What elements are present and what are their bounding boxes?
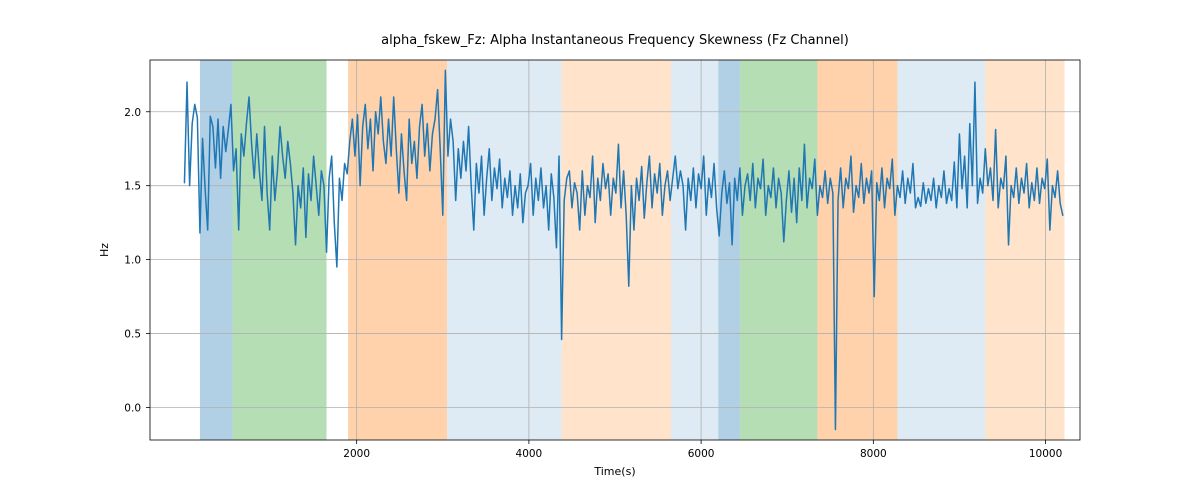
ytick-label: 1.0 xyxy=(124,255,141,267)
xtick-label: 10000 xyxy=(1029,448,1062,460)
ytick-label: 2.0 xyxy=(124,107,141,119)
xtick-label: 4000 xyxy=(516,448,543,460)
chart-title: alpha_fskew_Fz: Alpha Instantaneous Freq… xyxy=(381,33,849,48)
ytick-label: 1.5 xyxy=(124,181,141,193)
xtick-label: 6000 xyxy=(688,448,715,460)
line-chart: 2000 4000 6000 8000 10000 0.0 0.5 1.0 1.5 2.0 Time… xyxy=(0,0,1200,500)
xtick-label: 2000 xyxy=(343,448,370,460)
xtick-label: 8000 xyxy=(860,448,887,460)
ytick-label: 0.5 xyxy=(124,329,141,341)
y-axis-label: Hz xyxy=(98,243,111,257)
x-axis-label: Time(s) xyxy=(593,465,635,478)
ytick-label: 0.0 xyxy=(124,402,141,414)
chart-container: 2000 4000 6000 8000 10000 0.0 0.5 1.0 1.5 2.0 Time… xyxy=(0,0,1200,500)
